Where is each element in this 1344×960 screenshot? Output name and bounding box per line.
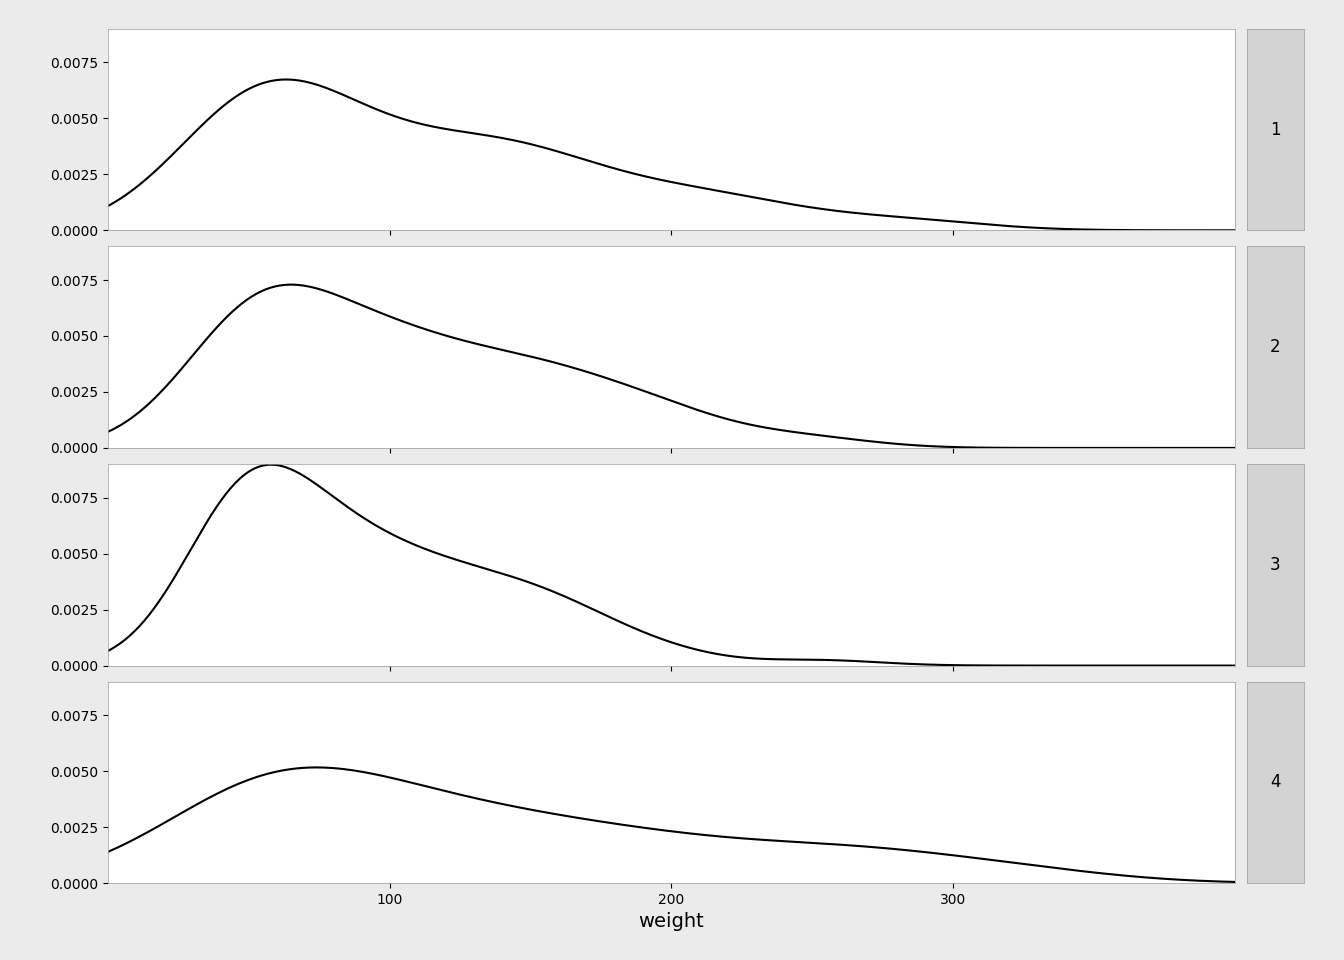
X-axis label: weight: weight — [638, 912, 704, 931]
Text: 4: 4 — [1270, 774, 1281, 791]
Text: 1: 1 — [1270, 121, 1281, 138]
Text: 2: 2 — [1270, 338, 1281, 356]
Text: 3: 3 — [1270, 556, 1281, 574]
